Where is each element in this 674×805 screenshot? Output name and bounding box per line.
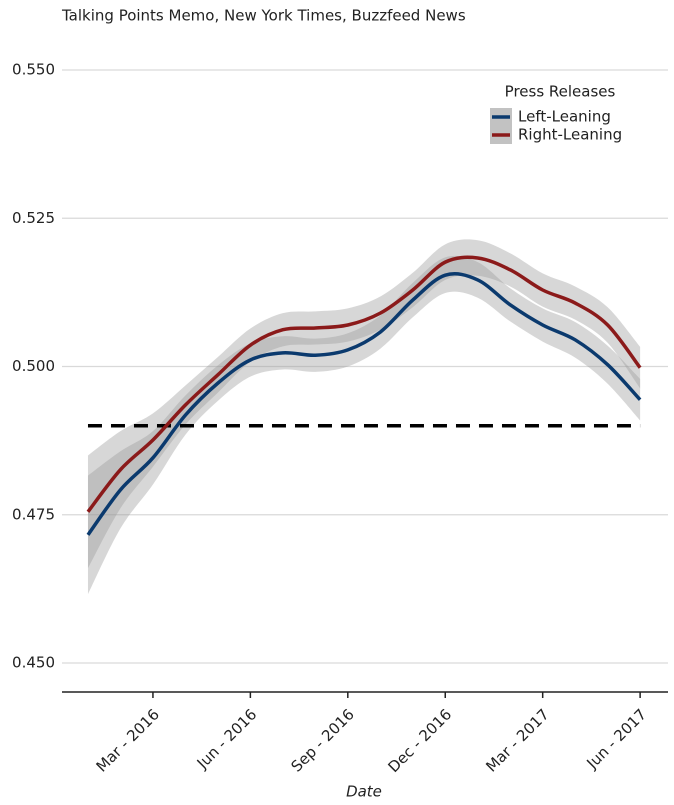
series-line [86, 272, 642, 536]
x-tick-label: Mar - 2017 [482, 705, 552, 775]
y-tick-label: 0.450 [12, 654, 55, 672]
x-axis-label: Date [346, 783, 382, 801]
x-tick-label: Sep - 2016 [288, 705, 358, 775]
x-tick-label: Jun - 2016 [193, 705, 261, 773]
legend-label: Left-Leaning [518, 108, 611, 126]
y-tick-label: 0.500 [12, 357, 55, 375]
legend-title: Press Releases [505, 83, 616, 101]
y-tick-label: 0.550 [12, 61, 55, 79]
x-tick-label: Dec - 2016 [384, 705, 455, 776]
x-tick-label: Jun - 2017 [583, 705, 651, 773]
confidence-band [87, 239, 641, 569]
x-tick-label: Mar - 2016 [93, 705, 163, 775]
chart-title: Talking Points Memo, New York Times, Buz… [61, 7, 466, 25]
legend-label: Right-Leaning [518, 126, 622, 144]
y-tick-label: 0.525 [12, 209, 55, 227]
y-tick-label: 0.475 [12, 505, 55, 523]
series-line [86, 255, 642, 513]
